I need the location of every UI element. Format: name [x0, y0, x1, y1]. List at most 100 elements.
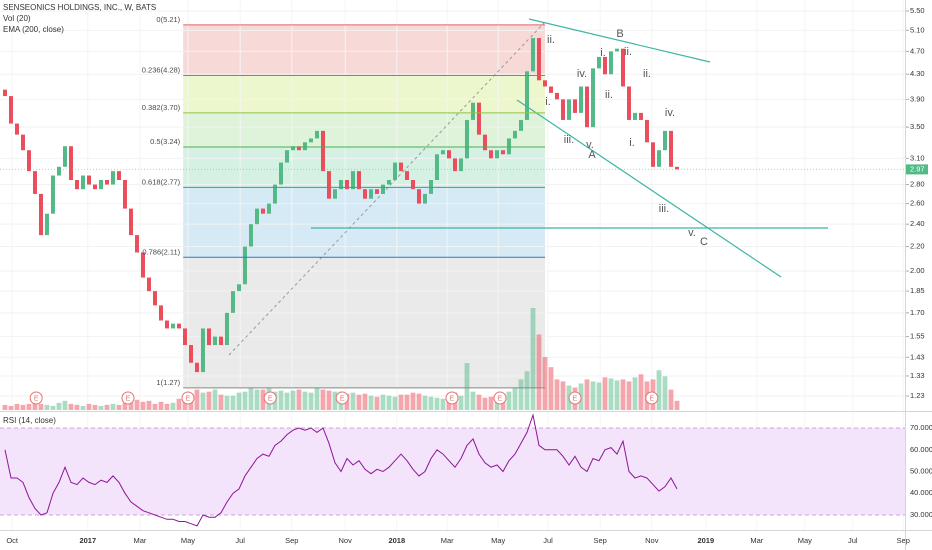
- earnings-label: E: [340, 395, 345, 402]
- candle-body: [458, 158, 463, 172]
- x-tick-label: Sep: [285, 536, 298, 545]
- volume-bar: [602, 377, 608, 410]
- earnings-marker: [445, 391, 459, 405]
- volume-bar: [86, 403, 92, 410]
- candle-body: [644, 119, 649, 143]
- candle-body: [182, 328, 187, 346]
- candle-body: [668, 130, 673, 167]
- y-tick-label: 1.43: [910, 352, 925, 361]
- volume-bar: [620, 379, 626, 410]
- candle-body: [68, 146, 73, 181]
- fib-zone: [183, 187, 545, 258]
- candle-body: [548, 86, 553, 93]
- volume-bar: [440, 398, 446, 410]
- candle-body: [230, 291, 235, 313]
- volume-bar: [14, 403, 20, 410]
- wave-label: ii.: [624, 46, 632, 58]
- volume-bar: [584, 379, 590, 410]
- earnings-label: E: [34, 395, 39, 402]
- candle-body: [500, 150, 505, 155]
- candle-body: [656, 150, 661, 167]
- volume-bar: [104, 404, 110, 410]
- wave-label: C: [700, 236, 708, 248]
- volume-bar: [158, 401, 164, 410]
- volume-bar: [392, 396, 398, 410]
- fib-label: 0(5.21): [156, 15, 180, 24]
- candle-body: [56, 166, 61, 176]
- candle-body: [278, 162, 283, 185]
- candle-body: [290, 146, 295, 151]
- volume-bar: [434, 397, 440, 410]
- y-tick-label: 4.70: [910, 46, 925, 55]
- earnings-marker: [29, 391, 43, 405]
- x-tick-label: Mar: [441, 536, 454, 545]
- earnings-label: E: [126, 395, 131, 402]
- candle-body: [326, 171, 331, 199]
- candle-body: [8, 96, 13, 124]
- candle-body: [614, 48, 619, 52]
- volume-bar: [674, 400, 680, 410]
- candle-body: [26, 150, 31, 172]
- volume-bar: [80, 405, 86, 410]
- volume-bar: [530, 308, 536, 410]
- candle-body: [74, 180, 79, 190]
- earnings-label: E: [450, 395, 455, 402]
- candle-body: [566, 99, 571, 120]
- candle-body: [338, 180, 343, 190]
- volume-bar: [410, 392, 416, 410]
- candle-body: [14, 123, 19, 135]
- volume-bar: [236, 392, 242, 410]
- x-tick-label: 2019: [697, 536, 714, 545]
- volume-bar: [254, 389, 260, 410]
- volume-bar: [428, 396, 434, 410]
- candle-body: [596, 56, 601, 69]
- volume-bar: [374, 396, 380, 410]
- candle-body: [590, 68, 595, 128]
- volume-bar: [662, 376, 668, 410]
- candle-body: [608, 51, 613, 75]
- fib-label: 1(1.27): [156, 378, 180, 387]
- volume-bar: [422, 395, 428, 410]
- volume-bar: [242, 391, 248, 410]
- candle-body: [440, 150, 445, 155]
- indicator-label: Vol (20): [3, 14, 31, 23]
- volume-bar: [68, 403, 74, 410]
- volume-bar: [506, 391, 512, 410]
- candle-body: [248, 224, 253, 247]
- fib-label: 0.618(2.77): [142, 177, 181, 186]
- candle-body: [260, 208, 265, 214]
- indicator-label: EMA (200, close): [3, 25, 64, 34]
- candle-body: [164, 320, 169, 329]
- volume-bar: [218, 394, 224, 410]
- volume-bar: [398, 394, 404, 410]
- y-tick-label: 2.60: [910, 199, 925, 208]
- candle-body: [80, 175, 85, 190]
- volume-bar: [92, 404, 98, 410]
- y-tick-label: 2.20: [910, 242, 925, 251]
- overlays: 5.50 5.10 4.70 4.30 3.90 3.50 3.10 2.80 2.60 2.40…: [0, 6, 932, 545]
- volume-bar: [554, 379, 560, 410]
- volume-bar: [458, 395, 464, 410]
- candle-body: [38, 193, 43, 236]
- volume-bar: [194, 389, 200, 410]
- x-tick-label: May: [491, 536, 505, 545]
- rsi-tick-label: 40.0000: [910, 488, 932, 497]
- trend-line: [516, 99, 782, 278]
- y-tick-label: 3.90: [910, 94, 925, 103]
- volume-bar: [386, 395, 392, 410]
- wave-label: ii.: [605, 89, 613, 101]
- volume-bar: [632, 377, 638, 410]
- candle-body: [446, 150, 451, 159]
- candle-body: [344, 180, 349, 190]
- volume-bar: [134, 399, 140, 410]
- x-tick-label: Jul: [543, 536, 553, 545]
- volume-bar: [278, 390, 284, 410]
- volume-bar: [614, 380, 620, 410]
- volume-bar: [50, 405, 56, 410]
- candle-body: [398, 162, 403, 172]
- x-tick-label: May: [181, 536, 195, 545]
- volume-bar: [32, 401, 38, 410]
- volume-bar: [416, 393, 422, 410]
- candle-body: [50, 175, 55, 214]
